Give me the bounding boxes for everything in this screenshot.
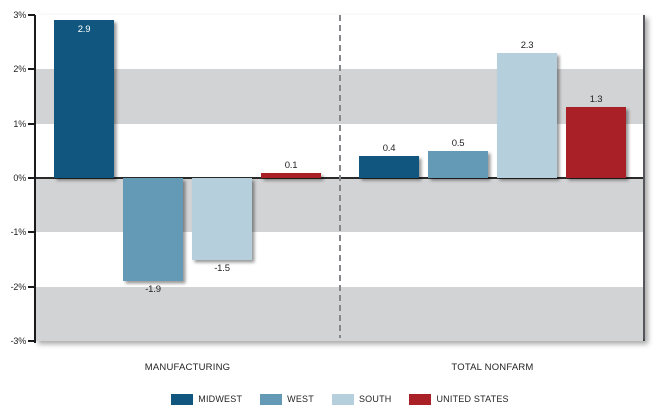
y-axis-tick [28, 14, 35, 16]
plot-area: 2.9 0.4 -1.9 0.5 -1.5 2.3 0.1 1.3 [35, 15, 645, 341]
legend-swatch-icon [171, 393, 194, 405]
legend: MIDWEST WEST SOUTH UNITED STATES [35, 392, 645, 406]
group-divider-dashed-line [339, 15, 341, 338]
y-tick-label: 2% [13, 64, 26, 75]
legend-label: MIDWEST [198, 394, 243, 404]
legend-item-south: SOUTH [331, 393, 392, 405]
bar-midwest-total-nonfarm [359, 156, 419, 178]
legend-label: UNITED STATES [436, 394, 509, 404]
category-label-manufacturing: MANUFACTURING [144, 362, 231, 373]
y-tick-label: 1% [13, 118, 26, 129]
bar-value-label: 2.9 [77, 24, 91, 36]
y-axis-tick [28, 285, 35, 288]
bar-value-label: 0.1 [284, 159, 298, 171]
y-axis-tick [28, 122, 35, 125]
bar-south-total-nonfarm [497, 53, 557, 178]
bar-value-label: 2.3 [520, 40, 534, 52]
bar-united-states-manufacturing [261, 172, 321, 178]
y-tick-label: 0% [13, 173, 26, 183]
bar-south-manufacturing [192, 178, 252, 260]
y-tick-label: -2% [10, 281, 27, 292]
bar-value-label: 0.4 [382, 143, 396, 155]
bar-west-manufacturing [123, 178, 183, 282]
bar-midwest-manufacturing [54, 20, 114, 178]
bar-value-label: 0.5 [451, 137, 465, 149]
legend-swatch-icon [331, 393, 354, 405]
category-label-total-nonfarm: TOTAL NONFARM [451, 362, 534, 373]
legend-item-west: WEST [260, 393, 314, 405]
legend-label: SOUTH [358, 394, 392, 404]
bar-united-states-total-nonfarm [566, 107, 626, 178]
y-axis-tick [28, 177, 35, 179]
y-tick-label: -3% [10, 336, 27, 346]
legend-swatch-icon [409, 393, 432, 405]
legend-swatch-icon [260, 393, 283, 405]
bar-west-total-nonfarm [428, 150, 488, 178]
legend-item-united-states: UNITED STATES [409, 393, 509, 405]
y-axis-tick [28, 68, 35, 71]
y-axis-tick [28, 340, 35, 342]
bar-value-label: -1.9 [145, 284, 161, 296]
y-tick-label: -1% [10, 227, 27, 238]
y-axis-tick [28, 231, 35, 234]
bar-value-label: -1.5 [214, 262, 230, 274]
y-tick-label: 3% [13, 10, 26, 20]
y-axis-line [34, 15, 36, 343]
bar-value-label: 1.3 [589, 94, 603, 106]
legend-label: WEST [287, 394, 314, 404]
legend-item-midwest: MIDWEST [171, 393, 243, 405]
